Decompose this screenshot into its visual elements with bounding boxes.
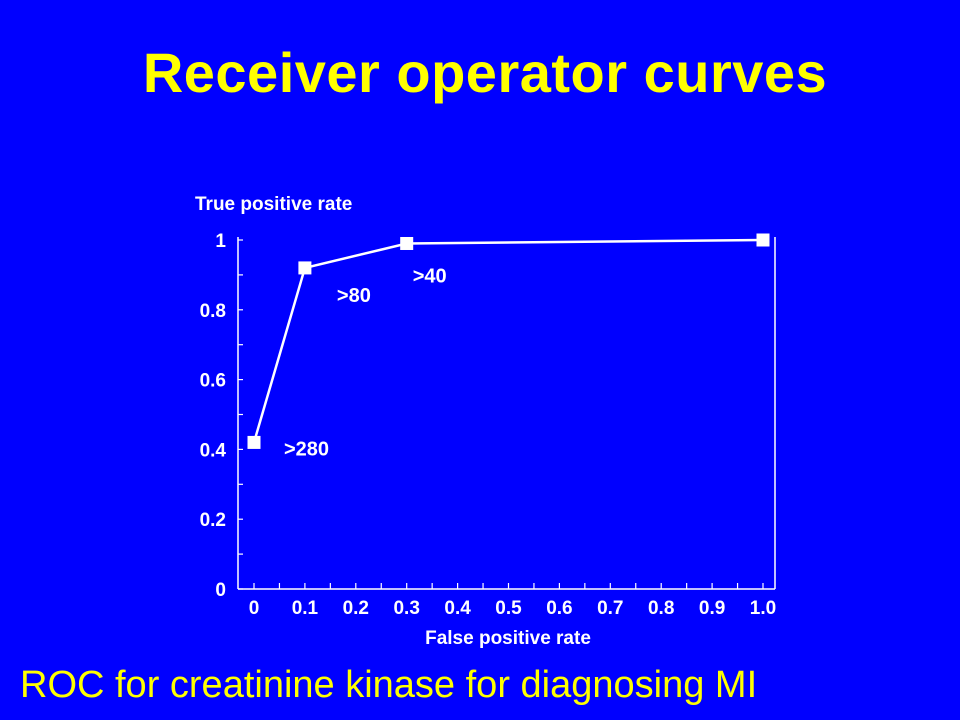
roc-point-marker <box>298 261 312 275</box>
roc-point-marker <box>247 435 261 449</box>
y-tick-label: 0.8 <box>200 301 226 322</box>
point-label: >40 <box>413 265 447 287</box>
y-tick-label: 1 <box>215 231 226 252</box>
x-tick-label: 0.4 <box>444 598 471 619</box>
y-tick-label: 0.6 <box>200 371 226 392</box>
x-tick-label: 0.1 <box>292 598 319 619</box>
slide-caption: ROC for creatinine kinase for diagnosing… <box>20 664 758 706</box>
roc-point-marker <box>400 236 414 250</box>
roc-markers <box>247 233 770 449</box>
roc-point-marker <box>756 233 770 247</box>
x-axis-label: False positive rate <box>425 628 591 649</box>
chart-axes <box>237 237 776 590</box>
x-tick-label: 0.5 <box>495 598 522 619</box>
chart-ticks: 0 0.2 0.4 0.6 0.8 1 0 0.1 0.2 0.3 0.4 0.5 0.6 0.7 0.8 0… <box>200 231 777 619</box>
x-tick-label: 0.6 <box>546 598 572 619</box>
roc-series-line <box>252 238 764 443</box>
point-labels: >280 >80 >40 <box>284 265 447 460</box>
roc-curve <box>252 238 764 443</box>
y-tick-label: 0.2 <box>200 510 226 531</box>
x-tick-label: 0.9 <box>699 598 725 619</box>
y-tick-label: 0.4 <box>200 440 227 461</box>
x-tick-label: 0.8 <box>648 598 674 619</box>
x-tick-label: 0 <box>249 598 260 619</box>
point-label: >280 <box>284 438 329 460</box>
y-axis-label: True positive rate <box>195 194 352 215</box>
slide-title: Receiver operator curves <box>142 41 828 104</box>
x-tick-label: 1.0 <box>750 598 776 619</box>
y-tick-label: 0 <box>215 580 226 601</box>
point-label: >80 <box>337 285 371 307</box>
x-tick-label: 0.2 <box>343 598 369 619</box>
x-tick-label: 0.7 <box>597 598 623 619</box>
x-tick-label: 0.3 <box>393 598 419 619</box>
